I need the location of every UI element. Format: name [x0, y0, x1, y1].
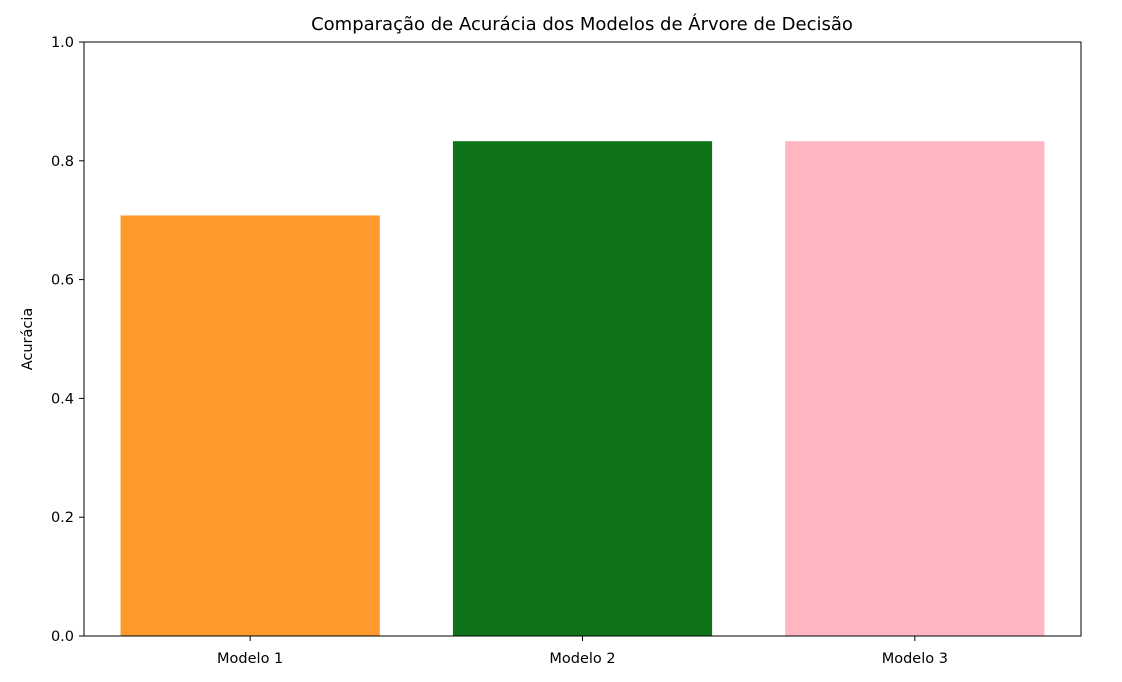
y-tick-label-1: 0.2 — [51, 510, 74, 526]
y-tick-label-2: 0.4 — [51, 391, 74, 407]
x-tick-label-3: Modelo 3 — [882, 651, 948, 667]
bar-2 — [452, 141, 713, 636]
bars-group — [120, 141, 1045, 636]
plot-frame — [83, 41, 1082, 637]
x-tick-label-2: Modelo 2 — [549, 651, 615, 667]
x-axis-ticks: Modelo 1 Modelo 2 Modelo 3 — [217, 636, 948, 667]
x-tick-label-1: Modelo 1 — [217, 651, 283, 667]
y-tick-label-4: 0.8 — [51, 154, 74, 170]
y-tick-label-5: 1.0 — [51, 35, 74, 51]
y-axis-ticks: 0.0 0.2 0.4 0.6 0.8 1.0 — [51, 35, 84, 645]
bar-3 — [785, 141, 1045, 636]
bar-1 — [120, 215, 380, 636]
y-tick-label-0: 0.0 — [51, 629, 74, 645]
chart-title: Comparação de Acurácia dos Modelos de Ár… — [311, 13, 853, 35]
y-axis-label: Acurácia — [20, 308, 36, 371]
y-tick-label-3: 0.6 — [51, 273, 74, 289]
